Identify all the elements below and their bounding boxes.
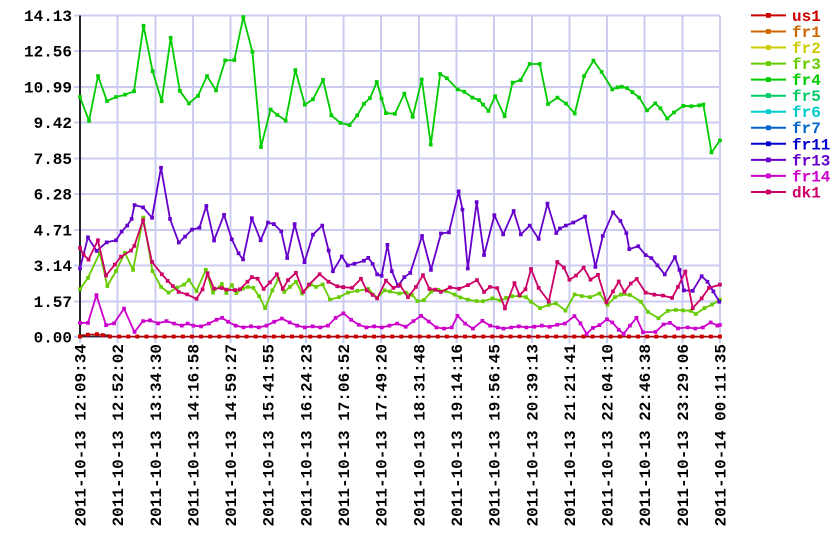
svg-text:2011-10-13 16:24:23: 2011-10-13 16:24:23 xyxy=(298,344,316,526)
svg-text:2011-10-13 19:56:45: 2011-10-13 19:56:45 xyxy=(487,344,505,526)
svg-text:fr7: fr7 xyxy=(792,120,821,138)
svg-text:14.13: 14.13 xyxy=(24,8,72,26)
svg-text:fr2: fr2 xyxy=(792,40,821,58)
svg-text:2011-10-13 12:52:02: 2011-10-13 12:52:02 xyxy=(110,344,128,526)
svg-text:fr1: fr1 xyxy=(792,24,821,42)
svg-text:2011-10-13 22:46:38: 2011-10-13 22:46:38 xyxy=(637,344,655,526)
svg-text:2011-10-13 22:04:10: 2011-10-13 22:04:10 xyxy=(600,344,618,526)
svg-text:us1: us1 xyxy=(792,8,821,26)
svg-text:2011-10-13 20:39:13: 2011-10-13 20:39:13 xyxy=(524,344,542,526)
svg-text:2011-10-13 12:09:34: 2011-10-13 12:09:34 xyxy=(73,344,91,527)
svg-text:2011-10-13 17:49:20: 2011-10-13 17:49:20 xyxy=(374,344,392,526)
svg-text:12.56: 12.56 xyxy=(24,44,72,62)
svg-text:2011-10-13 18:31:48: 2011-10-13 18:31:48 xyxy=(411,344,429,526)
svg-text:fr14: fr14 xyxy=(792,168,831,186)
svg-text:2011-10-13 14:16:58: 2011-10-13 14:16:58 xyxy=(185,344,203,526)
svg-text:3.14: 3.14 xyxy=(34,258,73,276)
svg-text:2011-10-13 23:29:06: 2011-10-13 23:29:06 xyxy=(675,344,693,526)
svg-text:6.28: 6.28 xyxy=(34,187,72,205)
svg-text:2011-10-14 00:11:35: 2011-10-14 00:11:35 xyxy=(713,344,731,526)
svg-text:2011-10-13 15:41:55: 2011-10-13 15:41:55 xyxy=(261,344,279,526)
svg-text:dk1: dk1 xyxy=(792,185,821,203)
svg-text:fr11: fr11 xyxy=(792,136,830,154)
svg-text:7.85: 7.85 xyxy=(34,151,72,169)
svg-text:9.42: 9.42 xyxy=(34,115,72,133)
svg-text:10.99: 10.99 xyxy=(24,79,72,97)
svg-text:2011-10-13 19:14:16: 2011-10-13 19:14:16 xyxy=(449,344,467,526)
svg-text:fr5: fr5 xyxy=(792,88,821,106)
svg-text:2011-10-13 14:59:27: 2011-10-13 14:59:27 xyxy=(223,344,241,526)
svg-text:fr3: fr3 xyxy=(792,56,821,74)
svg-text:fr4: fr4 xyxy=(792,72,821,90)
svg-text:2011-10-13 13:34:30: 2011-10-13 13:34:30 xyxy=(148,344,166,526)
svg-text:1.57: 1.57 xyxy=(34,294,72,312)
svg-text:2011-10-13 17:06:52: 2011-10-13 17:06:52 xyxy=(336,344,354,526)
svg-text:2011-10-13 21:21:41: 2011-10-13 21:21:41 xyxy=(562,344,580,526)
svg-text:fr6: fr6 xyxy=(792,104,821,122)
svg-text:fr13: fr13 xyxy=(792,152,830,170)
svg-text:0.00: 0.00 xyxy=(34,330,72,348)
svg-text:4.71: 4.71 xyxy=(34,222,72,240)
